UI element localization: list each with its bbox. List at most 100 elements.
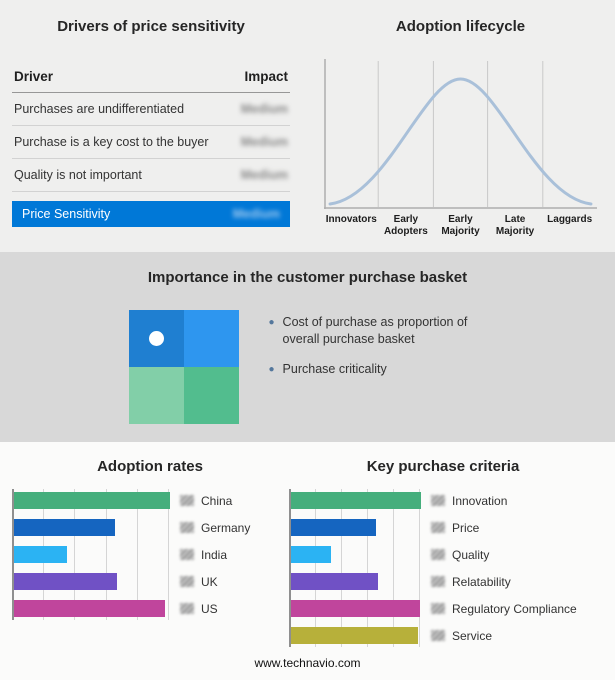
criterion-icon bbox=[431, 549, 445, 560]
bar-label: Quality bbox=[431, 548, 489, 562]
legend-label: Cost of purchase as proportion of overal… bbox=[282, 315, 468, 346]
driver-label: Purchase is a key cost to the buyer bbox=[14, 135, 209, 149]
bar-label-text: Germany bbox=[201, 520, 251, 535]
stage-label: Late Majority bbox=[495, 214, 535, 237]
bar-row: India bbox=[12, 546, 288, 563]
lifecycle-svg bbox=[324, 59, 597, 209]
lifecycle-chart: Innovators Early Adopters Early Majority La… bbox=[324, 59, 597, 237]
flag-icon bbox=[180, 576, 194, 587]
bar-label-text: Regulatory Compliance bbox=[452, 601, 577, 616]
flag-icon bbox=[180, 603, 194, 614]
bar-row: Germany bbox=[12, 519, 288, 536]
bar-row: Quality bbox=[289, 546, 597, 563]
bar-row: Relatability bbox=[289, 573, 597, 590]
bar-label: Relatability bbox=[431, 575, 511, 589]
drivers-table-rows: Purchases are undifferentiated Medium Purc… bbox=[12, 93, 290, 192]
impact-value: Medium bbox=[240, 102, 288, 116]
adoption-rates-chart: Adoption rates China Germany India UK US bbox=[12, 458, 288, 680]
stage-label: Early Adopters bbox=[383, 214, 428, 237]
flag-icon bbox=[180, 495, 194, 506]
bar-label-text: Quality bbox=[452, 547, 490, 562]
flag-icon bbox=[180, 522, 194, 533]
driver-row: Quality is not important Medium bbox=[12, 159, 290, 192]
bar-label-text: India bbox=[201, 547, 228, 562]
drivers-table: Driver Impact Purchases are undifferenti… bbox=[12, 65, 290, 227]
purchase-basket-section: Importance in the customer purchase bask… bbox=[0, 252, 615, 442]
gridline bbox=[393, 489, 394, 647]
bell-curve bbox=[328, 77, 593, 206]
driver-label: Purchases are undifferentiated bbox=[14, 102, 185, 116]
gridline bbox=[367, 489, 368, 647]
driver-column-header: Driver bbox=[14, 69, 54, 84]
bar bbox=[14, 573, 117, 590]
gridline bbox=[106, 489, 107, 620]
quadrant-top-left bbox=[128, 310, 184, 367]
bar-label: China bbox=[180, 494, 232, 508]
impact-column-header: Impact bbox=[244, 69, 288, 84]
price-sensitivity-impact: Medium bbox=[232, 207, 280, 221]
gridline bbox=[315, 489, 316, 647]
bar bbox=[291, 627, 418, 644]
bar-track bbox=[12, 573, 168, 590]
bar-label: Germany bbox=[180, 521, 250, 535]
chart-axis bbox=[289, 489, 291, 647]
adoption-rates-body: China Germany India UK US bbox=[12, 489, 288, 620]
lifecycle-curve-area bbox=[324, 59, 597, 209]
legend-item: ● Cost of purchase as proportion of overa… bbox=[269, 314, 487, 348]
bar-track bbox=[12, 600, 168, 617]
bar-label-text: UK bbox=[201, 574, 218, 589]
impact-value: Medium bbox=[240, 135, 288, 149]
bar bbox=[14, 492, 170, 509]
footer-url: www.technavio.com bbox=[254, 656, 361, 670]
legend-item: ● Purchase criticality bbox=[269, 361, 487, 378]
position-marker-dot bbox=[148, 331, 164, 346]
gridline bbox=[137, 489, 138, 620]
key-purchase-criteria-chart: Key purchase criteria Innovation Price Qua… bbox=[289, 458, 597, 680]
quadrant-bottom-left bbox=[128, 367, 184, 424]
chart-gridlines bbox=[289, 489, 420, 647]
legend-bullet-icon: ● bbox=[268, 363, 275, 375]
legend-bullet-icon: ● bbox=[268, 317, 275, 328]
bar-row: UK bbox=[12, 573, 288, 590]
bar-label: Service bbox=[431, 629, 492, 643]
legend-label: Purchase criticality bbox=[282, 361, 387, 376]
key-purchase-criteria-body: Innovation Price Quality Relatability Regula… bbox=[289, 489, 597, 647]
bar-label-text: Innovation bbox=[452, 493, 508, 508]
drivers-title: Drivers of price sensitivity bbox=[57, 18, 245, 35]
flag-icon bbox=[180, 549, 194, 560]
bar-row: Innovation bbox=[289, 492, 597, 509]
drivers-panel: Drivers of price sensitivity Driver Impa… bbox=[0, 0, 300, 252]
bar-track bbox=[12, 492, 170, 509]
chart-axis bbox=[12, 489, 14, 620]
bar-label-text: US bbox=[201, 601, 218, 616]
bar bbox=[291, 573, 378, 590]
bar-label: Innovation bbox=[431, 494, 507, 508]
impact-value: Medium bbox=[240, 168, 288, 182]
basket-title: Importance in the customer purchase bask… bbox=[147, 269, 468, 286]
bar-label: US bbox=[180, 602, 218, 616]
bar bbox=[14, 600, 165, 617]
price-sensitivity-label: Price Sensitivity bbox=[22, 207, 111, 221]
bar-label: UK bbox=[180, 575, 218, 589]
bar-row: Price bbox=[289, 519, 597, 536]
bottom-section: Adoption rates China Germany India UK US Key… bbox=[0, 442, 615, 680]
bar-label: Price bbox=[431, 521, 479, 535]
bar-track bbox=[12, 519, 168, 536]
criterion-icon bbox=[431, 495, 445, 506]
criterion-icon bbox=[431, 522, 445, 533]
gridline bbox=[74, 489, 75, 620]
adoption-rates-title: Adoption rates bbox=[97, 458, 203, 475]
criterion-icon bbox=[431, 576, 445, 587]
criterion-icon bbox=[431, 603, 445, 614]
bar bbox=[291, 600, 420, 617]
top-section: Drivers of price sensitivity Driver Impa… bbox=[0, 0, 615, 252]
driver-row: Purchases are undifferentiated Medium bbox=[12, 93, 290, 126]
bar-track bbox=[289, 627, 419, 644]
criterion-icon bbox=[431, 630, 445, 641]
stage-label: Laggards bbox=[547, 214, 593, 225]
gridline bbox=[168, 489, 169, 620]
bar-track bbox=[289, 519, 419, 536]
stage-label: Early Majority bbox=[441, 214, 480, 237]
bar bbox=[291, 492, 421, 509]
